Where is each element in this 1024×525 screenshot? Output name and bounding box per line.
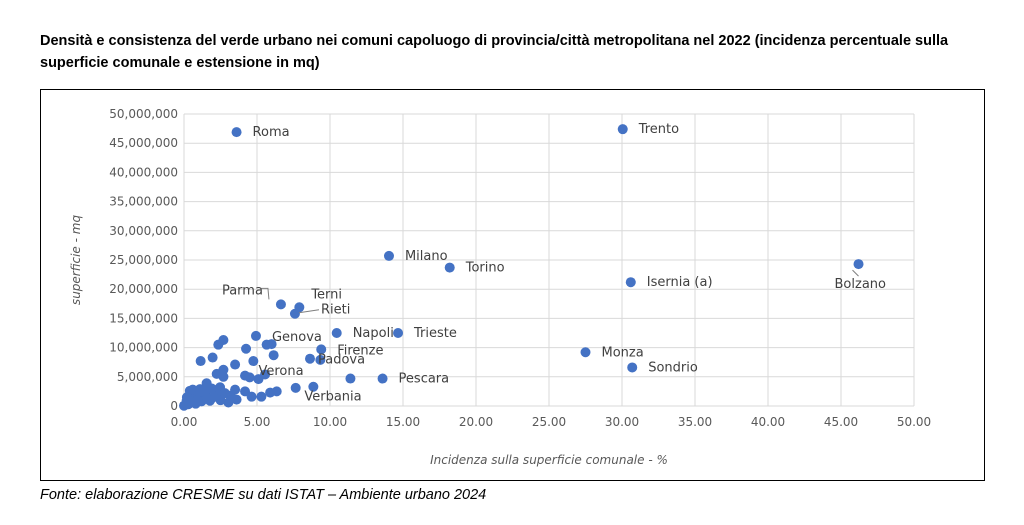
x-tick-label: 20.00 <box>459 415 493 429</box>
data-point-rieti <box>289 308 300 319</box>
data-point-padova <box>304 353 315 364</box>
data-point <box>231 394 242 405</box>
y-tick-label: 5,000,000 <box>117 370 178 384</box>
chart-title: Densità e consistenza del verde urbano n… <box>40 33 949 71</box>
y-tick-label: 45,000,000 <box>109 136 178 150</box>
data-point <box>290 382 301 393</box>
data-point-bolzano <box>853 259 864 270</box>
point-label: Milano <box>405 249 448 264</box>
x-axis-label: Incidenza sulla superficie comunale - % <box>430 453 668 467</box>
y-tick-label: 20,000,000 <box>109 282 178 296</box>
data-point <box>268 350 279 361</box>
point-label: Bolzano <box>835 277 887 292</box>
y-tick-label: 35,000,000 <box>109 195 178 209</box>
point-label: Trento <box>638 122 679 137</box>
point-label: Torino <box>465 261 505 276</box>
point-label: Sondrio <box>648 360 698 375</box>
leader-line <box>260 287 270 300</box>
data-point <box>195 356 206 367</box>
y-tick-label: 25,000,000 <box>109 253 178 267</box>
data-point-verbania <box>308 381 319 392</box>
data-point-torino <box>444 262 455 273</box>
data-point <box>219 388 230 399</box>
data-point <box>213 339 224 350</box>
x-tick-label: 30.00 <box>605 415 639 429</box>
data-point <box>260 369 271 380</box>
data-point <box>184 396 195 407</box>
data-point <box>256 391 267 402</box>
point-label: Terni <box>310 287 342 302</box>
x-tick-label: 5.00 <box>244 415 271 429</box>
data-point <box>244 372 255 383</box>
data-point <box>207 352 218 363</box>
point-label: Padova <box>318 353 365 368</box>
data-point-trento <box>617 124 628 135</box>
data-point-firenze <box>316 344 327 355</box>
data-point <box>315 354 326 365</box>
data-point <box>187 384 198 395</box>
x-tick-label: 35.00 <box>678 415 712 429</box>
data-point-roma <box>231 127 242 138</box>
data-point <box>241 343 252 354</box>
y-tick-label: 40,000,000 <box>109 165 178 179</box>
data-point <box>202 393 213 404</box>
point-label: Rieti <box>321 303 350 318</box>
data-point-napoli <box>331 328 342 338</box>
data-point <box>248 356 259 367</box>
point-label: Isernia (a) <box>647 275 713 290</box>
data-point-genova <box>250 330 261 341</box>
data-point <box>195 384 206 395</box>
point-label: Genova <box>272 330 322 345</box>
data-point <box>345 373 356 384</box>
data-point <box>266 339 277 350</box>
data-point-sondrio <box>627 362 638 373</box>
y-tick-label: 50,000,000 <box>109 107 178 121</box>
grid <box>183 113 915 407</box>
data-point-monza <box>580 347 591 358</box>
leader-line <box>298 309 320 314</box>
data-point <box>218 371 229 382</box>
y-tick-label: 0 <box>170 399 178 413</box>
x-tick-label: 40.00 <box>751 415 785 429</box>
x-tick-label: 50.00 <box>897 415 931 429</box>
data-point <box>230 359 241 370</box>
data-point-isernia-a <box>625 277 636 288</box>
points <box>179 124 864 411</box>
y-tick-label: 30,000,000 <box>109 224 178 238</box>
data-point <box>218 364 229 375</box>
x-tick-label: 0.00 <box>171 415 198 429</box>
x-tick-label: 10.00 <box>313 415 347 429</box>
x-tick-label: 45.00 <box>824 415 858 429</box>
point-label: Verbania <box>304 390 361 405</box>
point-label: Verona <box>258 364 303 379</box>
data-point-trieste <box>393 328 404 338</box>
point-label: Trieste <box>413 326 457 341</box>
point-label: Pescara <box>399 372 450 387</box>
x-tick-label: 15.00 <box>386 415 420 429</box>
data-point <box>246 391 257 402</box>
data-point <box>206 383 217 394</box>
point-label: Parma <box>222 283 263 298</box>
chart-frame <box>40 89 985 481</box>
point-label: Monza <box>602 345 644 360</box>
y-tick-label: 15,000,000 <box>109 311 178 325</box>
data-point-pescara <box>377 373 388 384</box>
data-point-milano <box>383 250 394 261</box>
data-point-parma <box>275 299 286 310</box>
point-label: Roma <box>253 125 290 140</box>
source-note: Fonte: elaborazione CRESME su dati ISTAT… <box>40 487 487 503</box>
point-label: Firenze <box>337 343 383 358</box>
y-tick-label: 10,000,000 <box>109 341 178 355</box>
y-axis-label: superficie - mq <box>69 215 83 306</box>
x-tick-label: 25.00 <box>532 415 566 429</box>
data-point <box>271 386 282 397</box>
leader-line <box>852 269 859 277</box>
point-label: Napoli <box>353 326 394 341</box>
point-labels: Roma Trento Milano Torino Isernia (a) Bolzano… <box>222 122 886 405</box>
tick-labels: 0 5,000,000 10,000,000 15,000,000 20,000,000… <box>109 107 931 429</box>
